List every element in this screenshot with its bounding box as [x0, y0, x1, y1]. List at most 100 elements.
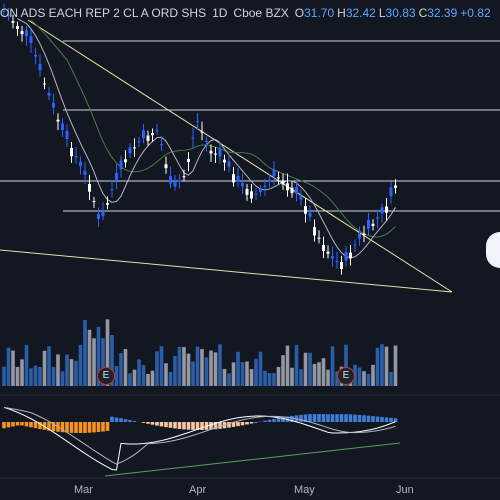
volume-bar	[177, 346, 182, 386]
candle-body	[317, 237, 321, 239]
volume-bar	[326, 369, 330, 386]
macd-bar	[164, 422, 168, 428]
drawings[interactable]	[0, 19, 500, 293]
volume-bar	[308, 352, 312, 386]
volume-bar	[155, 351, 159, 386]
candle-body	[349, 252, 352, 259]
candle-body	[358, 233, 361, 239]
volume-bar	[2, 366, 6, 386]
macd-bar	[155, 422, 159, 426]
candle-body	[43, 83, 46, 85]
high-value: 32.42	[345, 6, 376, 20]
macd-bar	[78, 422, 83, 433]
volume-bar	[20, 359, 24, 386]
candle-body	[142, 130, 145, 139]
volume-bar	[60, 371, 65, 386]
volume-bar	[312, 363, 317, 386]
volume-bar	[366, 373, 371, 386]
volume-bar	[195, 346, 200, 386]
volume-bar	[245, 361, 249, 386]
volume-bar	[51, 366, 56, 386]
volume-bar	[380, 344, 384, 386]
macd-bar	[317, 414, 321, 422]
macd-bar	[366, 415, 371, 422]
macd-bar	[213, 422, 218, 430]
candle-body	[335, 261, 339, 263]
earnings-marker[interactable]: E	[97, 367, 115, 385]
volume-bar	[204, 357, 209, 386]
candle-body	[214, 153, 217, 155]
macd-bar	[308, 414, 312, 422]
candle-body	[344, 252, 348, 261]
chart-legend: ON ADS EACH REP 2 CL A ORD SHS 1D Cboe B…	[0, 3, 491, 23]
volume-bar	[294, 345, 299, 386]
macd-bar	[29, 422, 33, 428]
volume-bar	[42, 350, 47, 386]
macd-bar	[123, 419, 128, 422]
candlesticks[interactable]	[2, 3, 398, 275]
candle-body	[367, 219, 370, 229]
volume-bar	[299, 369, 303, 386]
candle-body	[124, 159, 127, 163]
candle-body	[133, 147, 136, 149]
time-axis[interactable]: Mar Apr May Jun	[0, 478, 500, 500]
candle-body	[223, 159, 226, 163]
candle-body	[281, 180, 285, 185]
macd-bar	[303, 414, 308, 422]
scroll-button[interactable]	[486, 232, 500, 268]
volume-bar	[74, 360, 78, 386]
macd-trendline[interactable]	[104, 442, 401, 477]
candle-body	[92, 201, 96, 202]
volume-bar	[33, 365, 38, 386]
macd-bar	[263, 420, 267, 422]
trendline-upper[interactable]	[27, 19, 453, 293]
candle-body	[83, 170, 87, 175]
macd-bar	[335, 414, 339, 422]
trendline-lower[interactable]	[0, 249, 453, 293]
macd-bar	[141, 422, 146, 423]
high-label: H	[337, 6, 346, 20]
candle-body	[277, 177, 280, 179]
macd-bar	[245, 422, 249, 425]
macd-bar	[150, 422, 155, 425]
candle-body	[299, 195, 303, 200]
macd-bar	[6, 422, 11, 428]
volume-bar	[47, 346, 51, 386]
volume-bar	[87, 329, 92, 386]
candle-body	[209, 150, 213, 154]
candle-body	[218, 148, 222, 157]
candle-body	[101, 212, 105, 217]
symbol-name[interactable]: ON ADS EACH REP 2 CL A ORD SHS	[0, 6, 207, 20]
volume-bar	[146, 373, 150, 386]
macd-bar	[33, 422, 38, 429]
macd-bar	[101, 422, 105, 432]
macd-bar	[168, 422, 173, 428]
macd-bar	[231, 422, 236, 427]
volume-bar	[330, 346, 335, 386]
x-axis-label: Mar	[74, 484, 93, 496]
volume-bar	[168, 371, 173, 386]
interval-label[interactable]: 1D	[212, 6, 228, 20]
volume-bar	[285, 345, 290, 386]
macd-bar	[47, 422, 51, 431]
earnings-marker[interactable]: E	[337, 367, 355, 385]
macd-bar	[290, 415, 294, 422]
volume-bar	[389, 372, 393, 386]
candle-body	[160, 144, 163, 146]
candle-body	[137, 141, 141, 143]
candle-body	[200, 131, 204, 133]
candle-body	[164, 164, 168, 169]
macd-bar	[389, 417, 393, 422]
low-label: L	[378, 6, 386, 20]
candle-body	[2, 10, 6, 12]
candle-body	[241, 182, 244, 187]
volume-bar	[240, 362, 245, 386]
macd-bar	[191, 422, 195, 430]
candle-body	[115, 172, 118, 180]
candle-body	[245, 188, 249, 195]
volume-bars	[2, 319, 398, 386]
volume-bar	[173, 355, 177, 386]
candle-body	[389, 187, 393, 196]
